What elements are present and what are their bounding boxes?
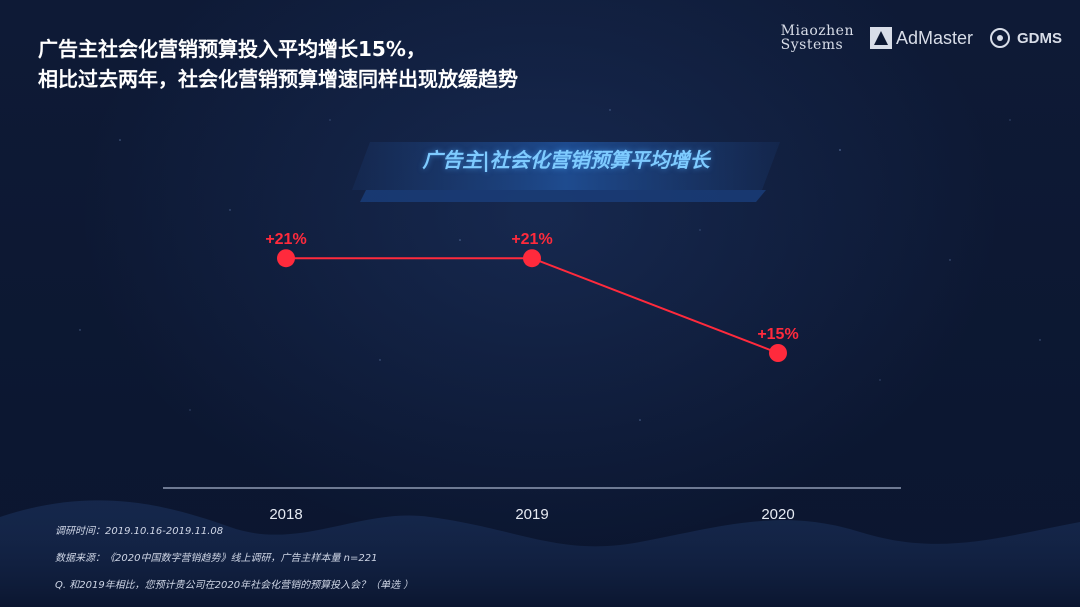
x-tick-label: 2019: [515, 506, 548, 523]
headline-line-2: 相比过去两年，社会化营销预算增速同样出现放缓趋势: [38, 67, 518, 91]
miaozhen-logo: Miaozhen Systems: [781, 24, 854, 52]
data-label: +21%: [265, 231, 306, 248]
gdms-mark-icon: [990, 28, 1010, 48]
data-point: [277, 249, 295, 268]
mountain-silhouette: [0, 500, 1080, 607]
source-note: 数据来源：《2020中国数字营销趋势》线上调研，广告主样本量 n=221: [55, 553, 378, 564]
x-tick-label: 2020: [761, 506, 794, 523]
partner-logos: Miaozhen Systems AdMaster GDMS: [781, 16, 1062, 60]
data-point: [523, 249, 541, 268]
gdms-logo-text: GDMS: [1017, 29, 1062, 47]
miaozhen-logo-line-1: Miaozhen: [780, 23, 854, 39]
question-note: Q. 和2019年相比，您预计贵公司在2020年社会化营销的预算投入会？（单选 …: [55, 580, 414, 591]
series-line: [286, 257, 779, 354]
data-label: +21%: [511, 231, 552, 248]
data-point: [769, 344, 787, 362]
gdms-logo: GDMS: [989, 27, 1062, 49]
footnotes: 调研时间：2019.10.16-2019.11.08 数据来源：《2020中国数…: [55, 518, 413, 599]
chart-title-banner: [352, 142, 780, 202]
headline-line-1: 广告主社会化营销预算投入平均增长15%，: [38, 37, 426, 61]
x-tick-label: 2018: [269, 506, 302, 523]
miaozhen-logo-line-2: Systems: [780, 37, 844, 53]
chart-title: 广告主|社会化营销预算平均增长: [422, 148, 710, 172]
admaster-logo: AdMaster: [869, 27, 973, 49]
headline: 广告主社会化营销预算投入平均增长15%， 相比过去两年，社会化营销预算增速同样出…: [38, 34, 678, 94]
admaster-mark-icon: [869, 27, 892, 49]
data-label: +15%: [757, 326, 798, 343]
admaster-logo-text: AdMaster: [895, 27, 973, 48]
survey-time-note: 调研时间：2019.10.16-2019.11.08: [55, 526, 224, 537]
